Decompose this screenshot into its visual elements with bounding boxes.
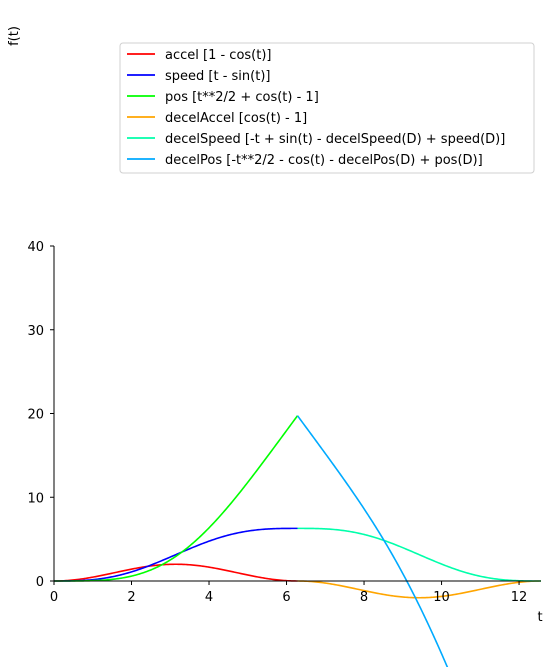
legend-label: decelPos [-t**2/2 - cos(t) - decelPos(D)… xyxy=(165,153,483,168)
x-tick-label: 0 xyxy=(50,590,58,605)
x-tick-label: 12 xyxy=(511,590,528,605)
x-axis-label: t xyxy=(537,610,542,625)
series-line-4 xyxy=(297,580,541,599)
legend-label: decelAccel [cos(t) - 1] xyxy=(165,111,307,126)
series-line-6 xyxy=(296,415,449,667)
legend-label: pos [t**2/2 + cos(t) - 1] xyxy=(165,90,319,105)
legend: accel [1 - cos(t)] speed [t - sin(t)] pos … xyxy=(119,42,535,174)
series-line-5 xyxy=(297,527,541,582)
y-tick-label: 30 xyxy=(27,324,44,339)
series-lines xyxy=(54,415,541,667)
x-tick-label: 8 xyxy=(360,590,368,605)
x-tick-label: 2 xyxy=(127,590,135,605)
y-tick-label: 0 xyxy=(36,575,44,590)
y-axis-label: f(t) xyxy=(7,26,22,46)
legend-label: speed [t - sin(t)] xyxy=(165,69,270,84)
y-tick-label: 10 xyxy=(27,491,44,506)
axes: 0 2 4 6 8 10 12 0 10 20 30 40 t f(t) xyxy=(7,26,543,625)
y-tick-label: 40 xyxy=(27,240,44,255)
y-tick-label: 20 xyxy=(27,408,44,423)
x-tick-label: 6 xyxy=(282,590,290,605)
legend-box xyxy=(119,42,535,174)
legend-label: decelSpeed [-t + sin(t) - decelSpeed(D) … xyxy=(165,132,505,147)
series-line-2 xyxy=(54,527,298,582)
x-tick-label: 4 xyxy=(205,590,213,605)
x-tick-label: 10 xyxy=(433,590,450,605)
legend-label: accel [1 - cos(t)] xyxy=(165,48,272,63)
series-line-3 xyxy=(54,415,299,582)
series-line-1 xyxy=(54,563,298,582)
